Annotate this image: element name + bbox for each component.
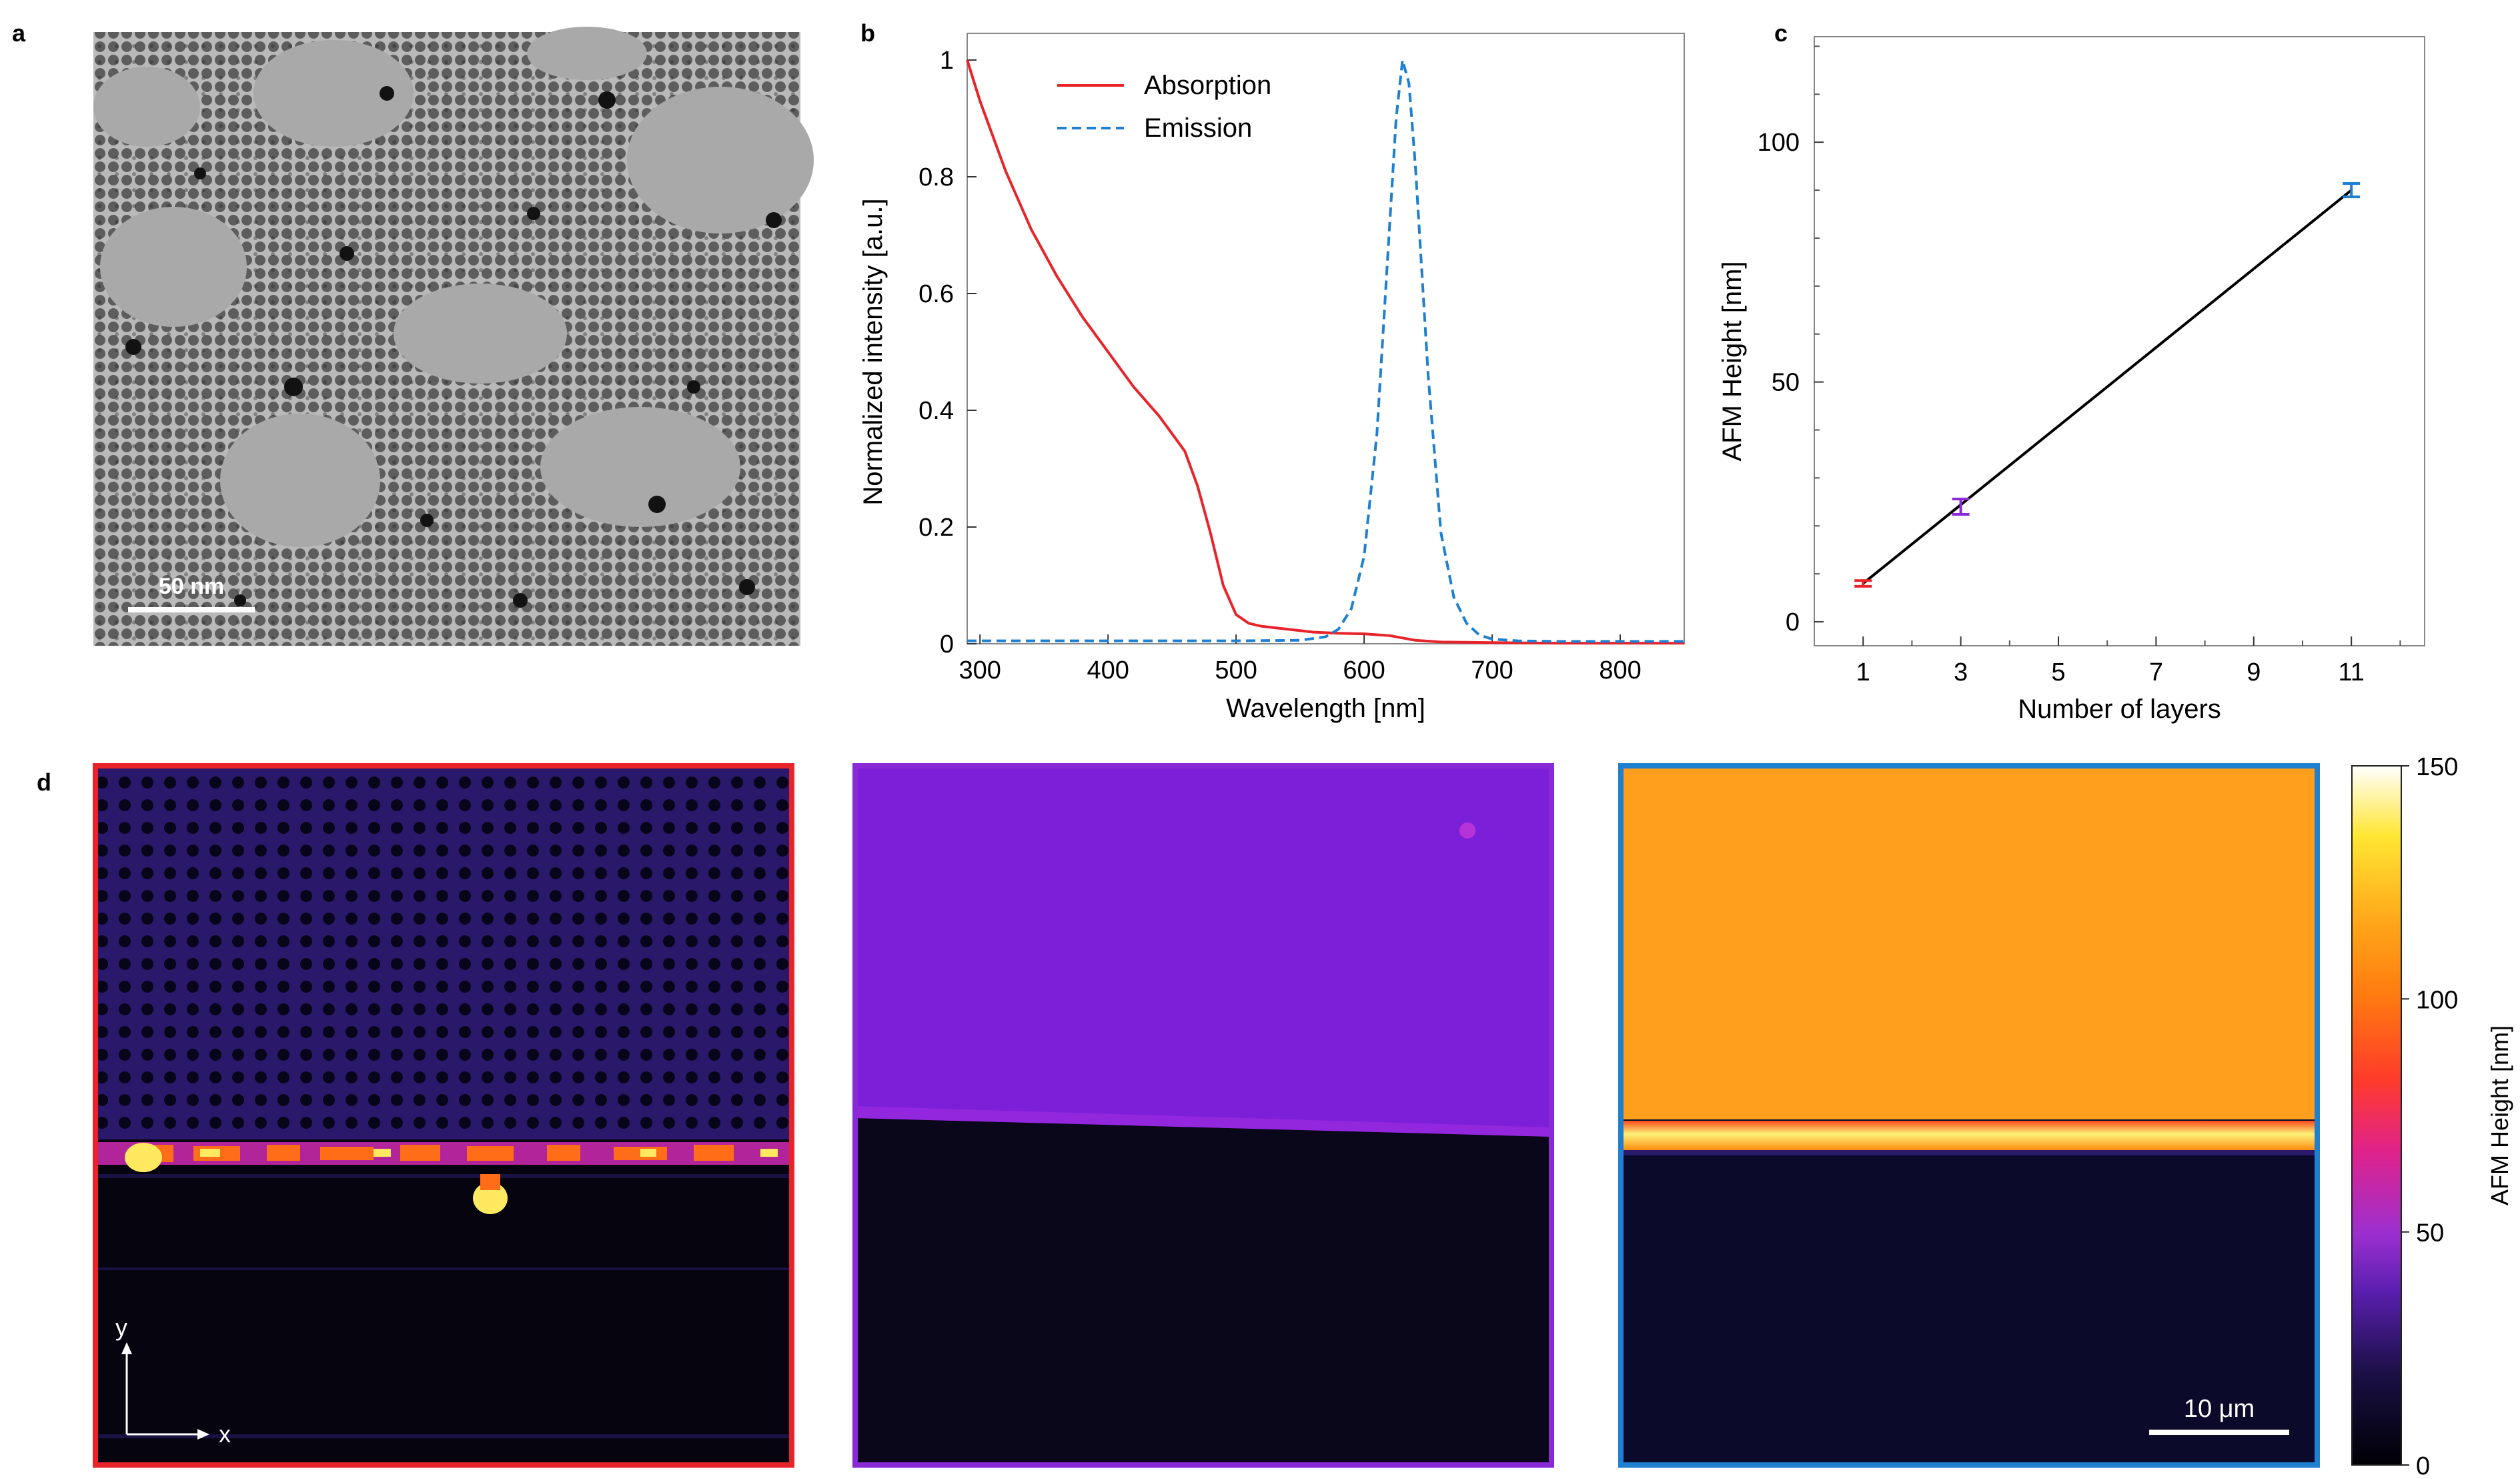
afm-scalebar: [2149, 1430, 2289, 1435]
panel-c: c 1 3 5 7 9 11 0 50 100 Number of layers AFM Heigh…: [1718, 19, 2425, 724]
axis-x-label: x: [219, 1420, 231, 1448]
y-tick-label-b: 1: [940, 47, 954, 75]
panel-letter-d: d: [37, 769, 51, 796]
colorbar-label: AFM Height [nm]: [2486, 1025, 2513, 1205]
xy-axes-indicator: [121, 1342, 209, 1440]
y-tick-label-b: 0.4: [918, 397, 954, 425]
panel-letter-c: c: [1774, 19, 1788, 47]
colorbar-tick-label: 0: [2416, 1452, 2430, 1479]
chart-c: 1 3 5 7 9 11 0 50 100 Number of layers AFM Height …: [1718, 36, 2425, 724]
x-tick-label-b: 800: [1599, 656, 1641, 684]
panel-b: b 300 400 500 600 700 800 0 0.2 0.4 0.6 0.8 1 Wavele…: [858, 19, 1685, 723]
legend-label-emission: Emission: [1144, 113, 1252, 143]
afm-map-2-frame: [852, 763, 1554, 1468]
colorbar-tick-label: 100: [2416, 986, 2458, 1014]
chart-b: 300 400 500 600 700 800 0 0.2 0.4 0.6 0.8 1 Waveleng…: [858, 33, 1685, 723]
plot-frame-b: [967, 33, 1685, 644]
x-tick-label-c: 9: [2247, 658, 2261, 686]
x-tick-label-c: 11: [2338, 658, 2364, 686]
y-tick-label-c: 100: [1758, 129, 1800, 157]
afm-map-3-layers: [852, 763, 1554, 1468]
x-tick-label-c: 1: [1856, 658, 1870, 686]
x-tick-label-b: 600: [1343, 656, 1385, 684]
colorbar: 0 50 100 150 AFM Height [nm]: [2351, 753, 2513, 1479]
y-tick-label-b: 0.8: [918, 163, 954, 191]
series-line-emission: [967, 59, 1684, 643]
colorbar-tick-label: 150: [2416, 753, 2458, 781]
y-tick-label-c: 50: [1772, 369, 1800, 397]
afm-scalebar-label: 10 μm: [2184, 1395, 2255, 1423]
x-tick-label-b: 400: [1087, 656, 1129, 684]
y-tick-label-c: 0: [1786, 608, 1800, 636]
tem-scalebar-label: 50 nm: [159, 574, 224, 599]
colorbar-ticks: 0 50 100 150: [2401, 753, 2458, 1479]
x-tick-label-b: 300: [959, 656, 1001, 684]
colorbar-tick-label: 50: [2416, 1219, 2444, 1248]
afm-map-1-frame: [93, 763, 794, 1468]
y-tick-label-b: 0: [940, 630, 954, 658]
x-tick-label-c: 5: [2051, 658, 2065, 686]
afm-map-1-layer: y x: [93, 763, 794, 1468]
x-tick-label-c: 3: [1954, 658, 1968, 686]
legend-label-absorption: Absorption: [1144, 71, 1271, 100]
x-tick-label-c: 7: [2149, 658, 2163, 686]
afm-map-3-frame: [1618, 763, 2320, 1468]
panel-letter-a: a: [12, 19, 26, 47]
y-axis-title-c: AFM Height [nm]: [1718, 261, 1747, 461]
y-tick-label-b: 0.6: [918, 280, 954, 308]
y-axis-title-b: Normalized intensity [a.u.]: [858, 198, 888, 505]
afm-map-11-layers: 10 μm: [1618, 763, 2320, 1468]
axis-y-label: y: [115, 1314, 127, 1341]
panel-d: d: [37, 753, 2513, 1479]
x-axis-title-b: Wavelength [nm]: [1226, 694, 1425, 723]
x-tick-label-b: 700: [1471, 656, 1513, 684]
y-tick-label-b: 0.2: [918, 514, 954, 542]
series-line-absorption: [966, 59, 1684, 645]
panel-letter-b: b: [860, 19, 875, 47]
x-tick-label-b: 500: [1215, 656, 1257, 684]
tem-image: [93, 27, 814, 646]
plot-frame-c: [1814, 36, 2425, 646]
fit-line-c: [1862, 189, 2353, 585]
tem-scalebar: [128, 607, 255, 612]
panel-a: a 50: [12, 19, 814, 646]
x-axis-title-c: Number of layers: [2018, 694, 2221, 724]
